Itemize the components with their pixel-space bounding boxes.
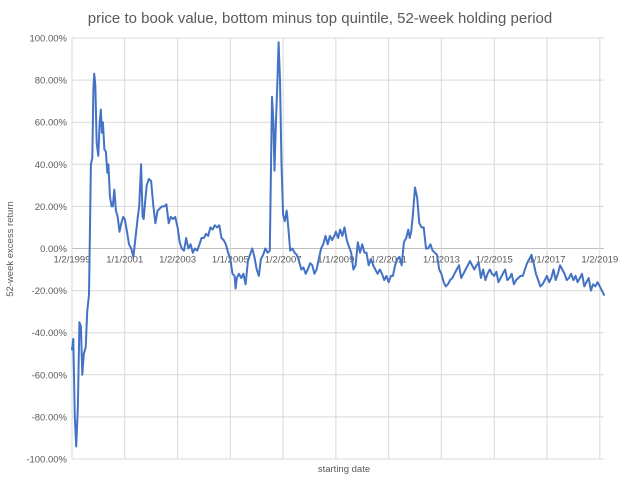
y-tick-label: 0.00% (40, 244, 67, 255)
x-tick-label: 1/2/2007 (265, 255, 302, 266)
x-tick-label: 1/2/2003 (159, 255, 196, 266)
x-tick-label: 1/1/2013 (423, 255, 460, 266)
y-tick-label: 40.00% (35, 160, 68, 171)
gridlines (71, 37, 604, 460)
y-tick-label: -60.00% (32, 370, 68, 381)
y-tick-label: -20.00% (32, 286, 68, 297)
x-tick-label: 1/1/2001 (106, 255, 143, 266)
x-tick-label: 1/2/2015 (476, 255, 513, 266)
y-axis-title: 52-week excess return (5, 201, 16, 297)
x-tick-label: 1/2/2019 (581, 255, 618, 266)
y-tick-label: 60.00% (35, 118, 68, 129)
y-tick-label: -40.00% (32, 328, 68, 339)
x-tick-label: 1/1/2017 (529, 255, 566, 266)
x-tick-label: 1/2/2011 (371, 255, 407, 266)
y-axis-ticks: 100.00% 80.00% 60.00% 40.00% 20.00% 0.00% -20.… (26, 34, 67, 466)
y-tick-label: -80.00% (32, 412, 68, 423)
y-tick-label: -100.00% (26, 455, 67, 466)
series-line (71, 41, 605, 448)
x-axis-title: starting date (318, 464, 370, 475)
y-tick-label: 20.00% (35, 202, 68, 213)
x-tick-label: 1/2/1999 (54, 255, 91, 266)
y-tick-label: 80.00% (35, 76, 68, 87)
y-tick-label: 100.00% (29, 34, 67, 45)
chart-title: price to book value, bottom minus top qu… (88, 10, 552, 27)
x-tick-label: 1/1/2009 (317, 255, 354, 266)
